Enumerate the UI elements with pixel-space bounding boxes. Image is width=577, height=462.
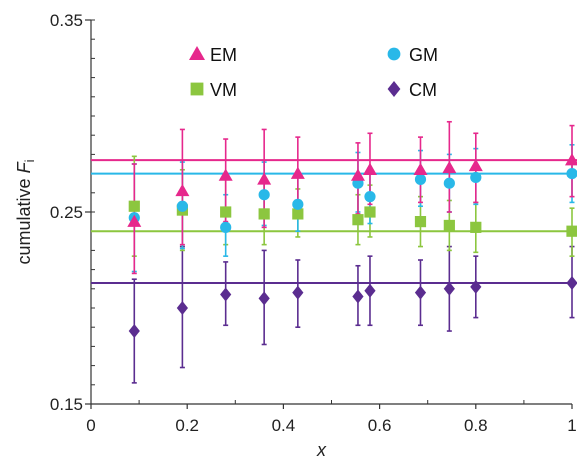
gm-data-point	[566, 168, 577, 180]
em-data-point	[442, 160, 457, 174]
x-tick-label: 0	[86, 416, 95, 435]
legend-cm-marker	[387, 81, 401, 97]
cm-data-point	[128, 324, 140, 339]
cm-data-point	[414, 285, 427, 300]
cm-data-point	[566, 276, 577, 291]
em-data-point	[468, 158, 483, 172]
x-tick-label: 0.4	[272, 416, 296, 435]
vm-data-point	[414, 216, 427, 228]
gm-data-point	[364, 191, 376, 203]
y-tick-label: 0.15	[50, 395, 83, 414]
gm-data-point	[176, 200, 188, 212]
em-data-point	[290, 166, 305, 179]
x-axis-title: x	[316, 440, 327, 460]
vm-data-point	[364, 206, 376, 218]
em-data-point	[175, 183, 190, 197]
em-data-point	[565, 153, 577, 166]
gm-data-point	[470, 171, 482, 184]
legend: EM GM VM CM	[189, 45, 438, 100]
y-tick-label: 0.35	[50, 11, 83, 30]
vm-data-point	[220, 206, 232, 218]
em-data-point	[127, 214, 142, 227]
gm-data-point	[443, 177, 455, 189]
axis-labels: 0.15 0.25 0.35 0 0.2 0.4 0.6 0.8 1 x cumulative Fi	[14, 11, 577, 460]
x-tick-label: 0.6	[368, 416, 392, 435]
em-data-point	[350, 168, 365, 181]
gm-data-point	[292, 198, 304, 210]
reference-lines	[91, 159, 577, 285]
x-tick-label: 0.8	[464, 416, 488, 435]
vm-data-point	[128, 200, 140, 212]
cm-data-point	[443, 281, 455, 296]
cm-data-point	[292, 285, 304, 300]
legend-em-marker	[189, 46, 205, 60]
y-axis-title: cumulative Fi	[14, 159, 37, 264]
gm-data-point	[220, 221, 232, 233]
cm-data-point	[364, 283, 376, 298]
gm-data-point	[258, 189, 270, 201]
legend-em-label: EM	[210, 45, 237, 65]
cm-data-point	[470, 279, 482, 294]
vm-data-point	[566, 225, 577, 237]
data-markers	[127, 153, 577, 339]
gm-data-point	[414, 173, 427, 185]
legend-vm-marker	[190, 82, 204, 96]
y-tick-label: 0.25	[50, 203, 83, 222]
vm-data-point	[470, 221, 482, 233]
vm-data-point	[352, 214, 364, 226]
legend-gm-marker	[387, 47, 401, 61]
x-tick-label: 0.2	[175, 416, 199, 435]
em-data-point	[218, 168, 233, 181]
em-data-point	[362, 162, 377, 176]
vm-data-point	[443, 219, 455, 232]
x-tick-label: 1	[567, 416, 576, 435]
cm-data-point	[220, 287, 232, 302]
cm-data-point	[176, 301, 188, 315]
legend-vm-label: VM	[210, 80, 237, 100]
em-data-point	[257, 172, 272, 185]
legend-cm-label: CM	[409, 80, 437, 100]
vm-data-point	[292, 208, 304, 220]
vm-data-point	[258, 208, 270, 220]
legend-gm-label: GM	[409, 45, 438, 65]
em-data-point	[413, 162, 428, 176]
axes	[85, 19, 573, 409]
cm-data-point	[258, 291, 270, 306]
cm-data-point	[352, 289, 364, 304]
